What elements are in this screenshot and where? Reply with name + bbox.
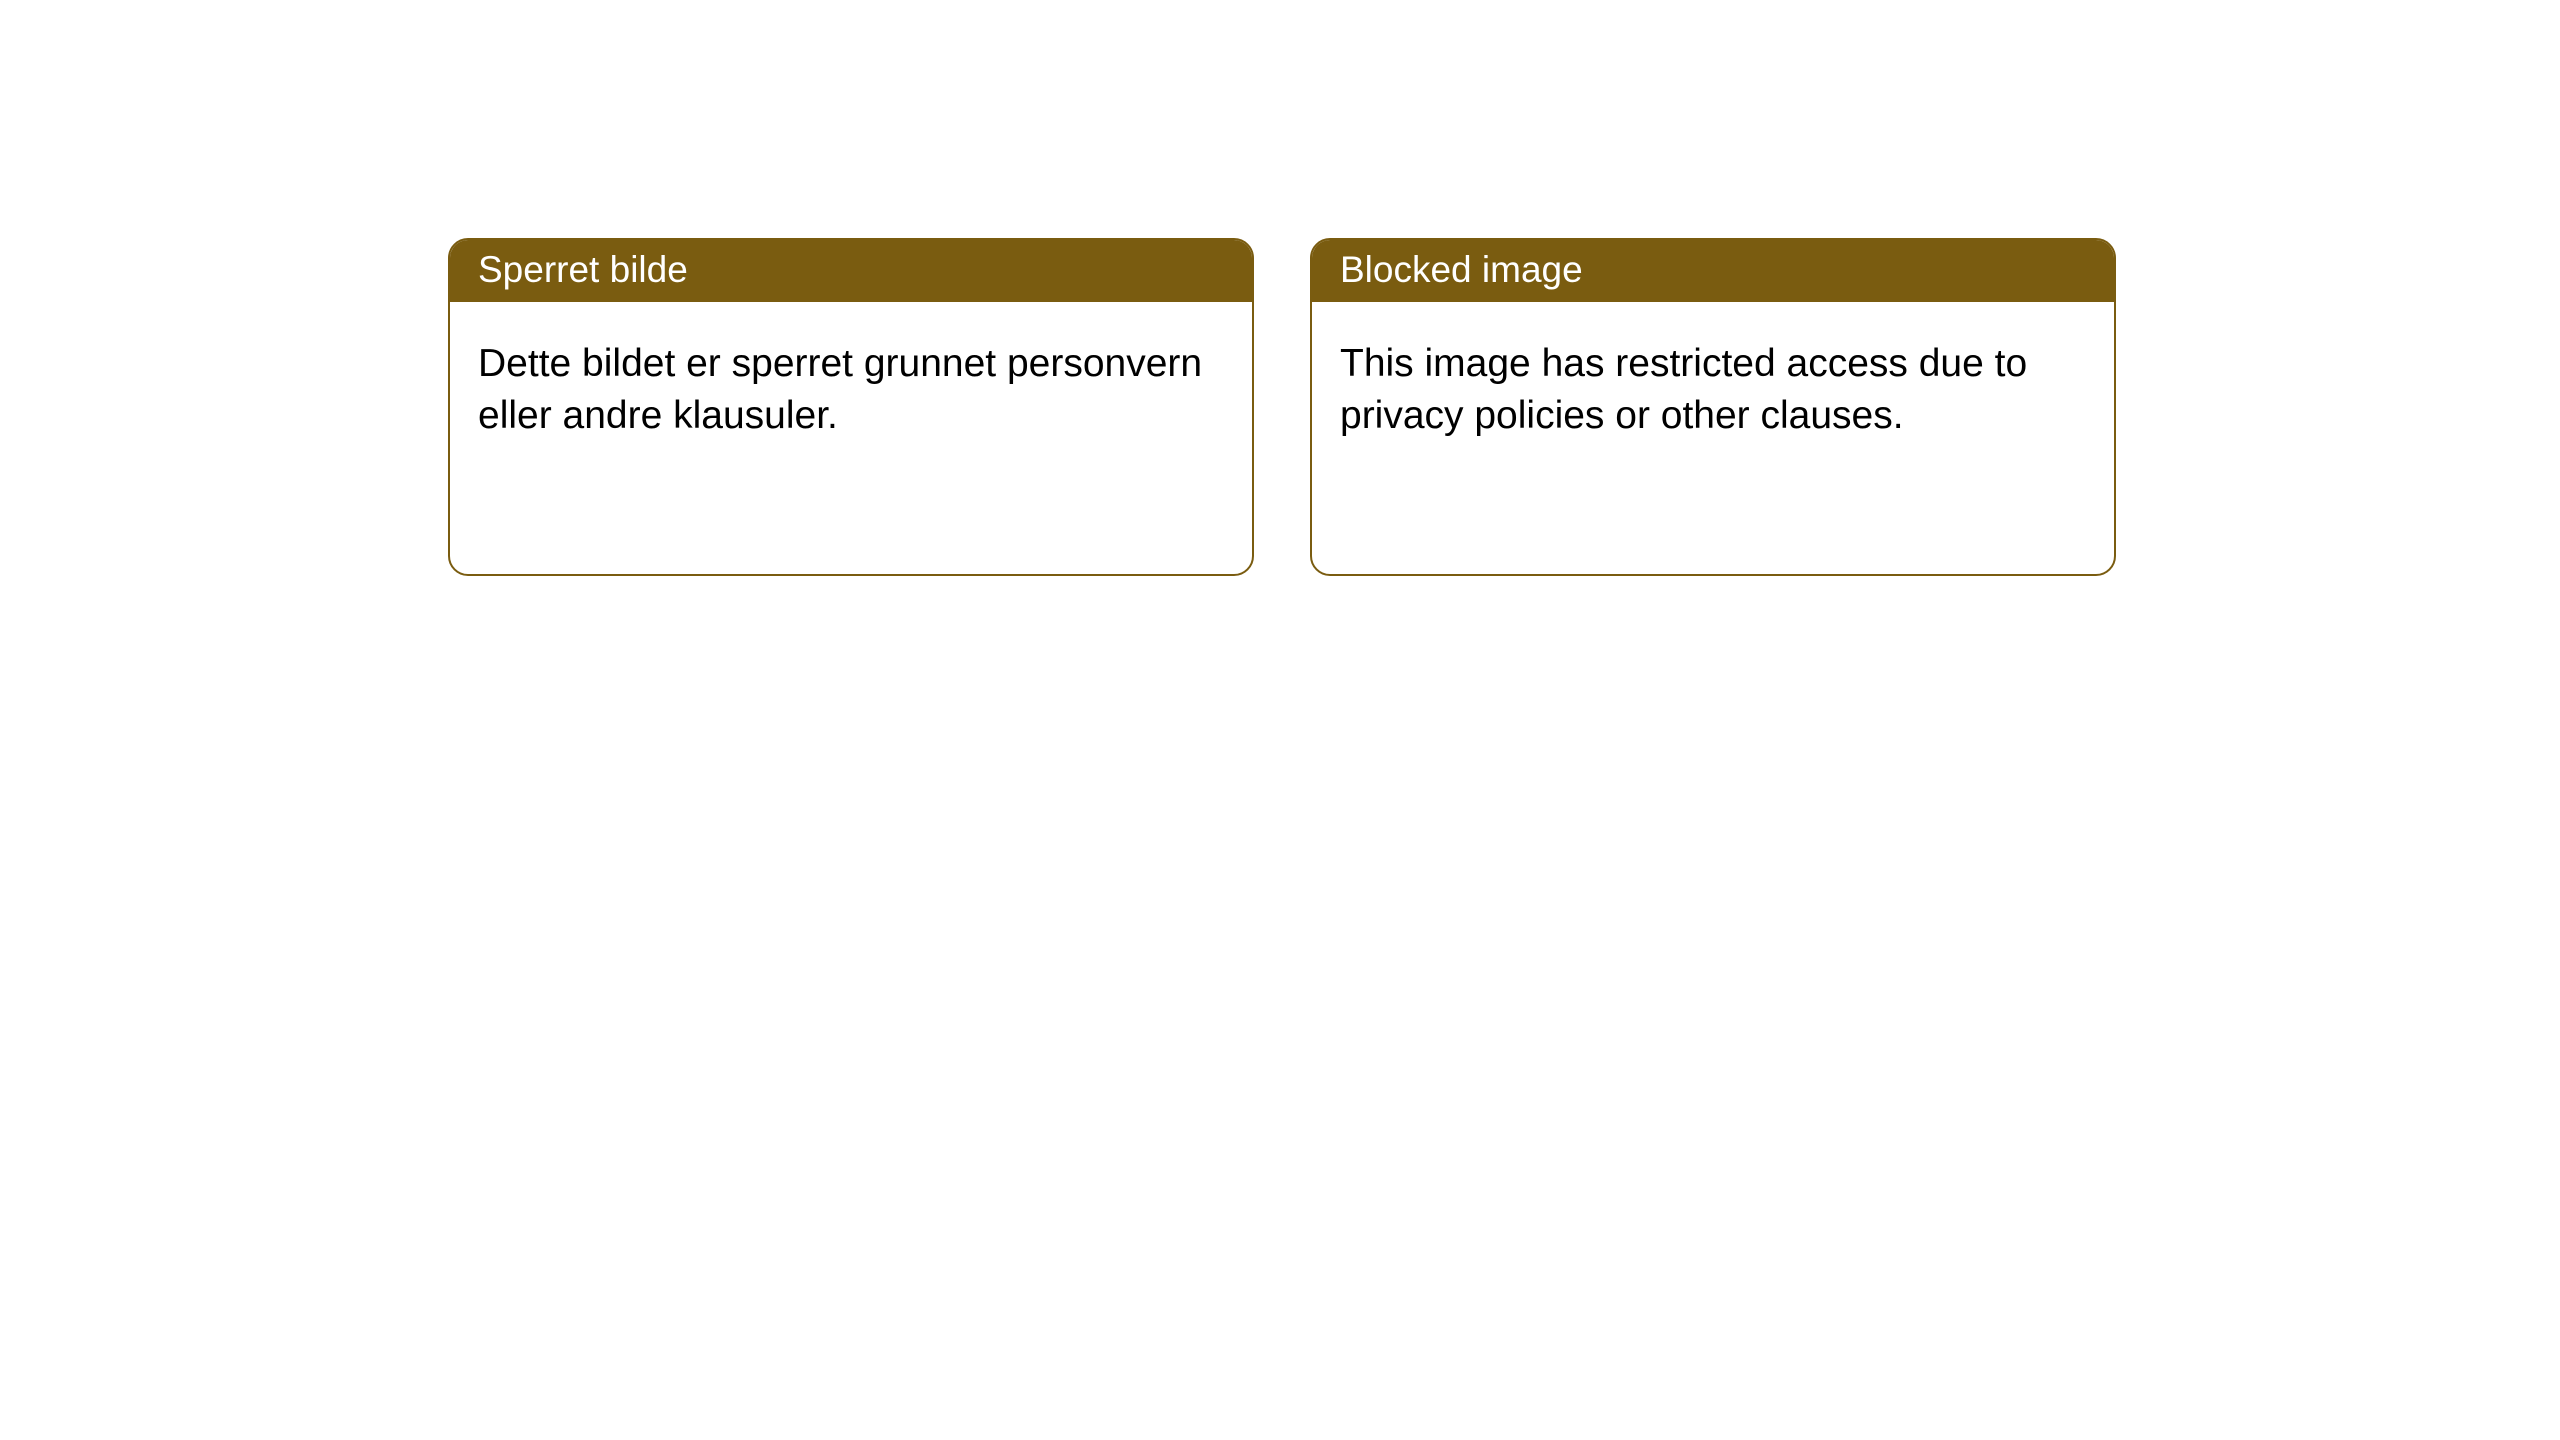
notice-title: Blocked image bbox=[1312, 240, 2114, 302]
notice-container: Sperret bilde Dette bildet er sperret gr… bbox=[0, 0, 2560, 576]
notice-card-norwegian: Sperret bilde Dette bildet er sperret gr… bbox=[448, 238, 1254, 576]
notice-title: Sperret bilde bbox=[450, 240, 1252, 302]
notice-body-text: Dette bildet er sperret grunnet personve… bbox=[450, 302, 1252, 469]
notice-body-text: This image has restricted access due to … bbox=[1312, 302, 2114, 469]
notice-card-english: Blocked image This image has restricted … bbox=[1310, 238, 2116, 576]
